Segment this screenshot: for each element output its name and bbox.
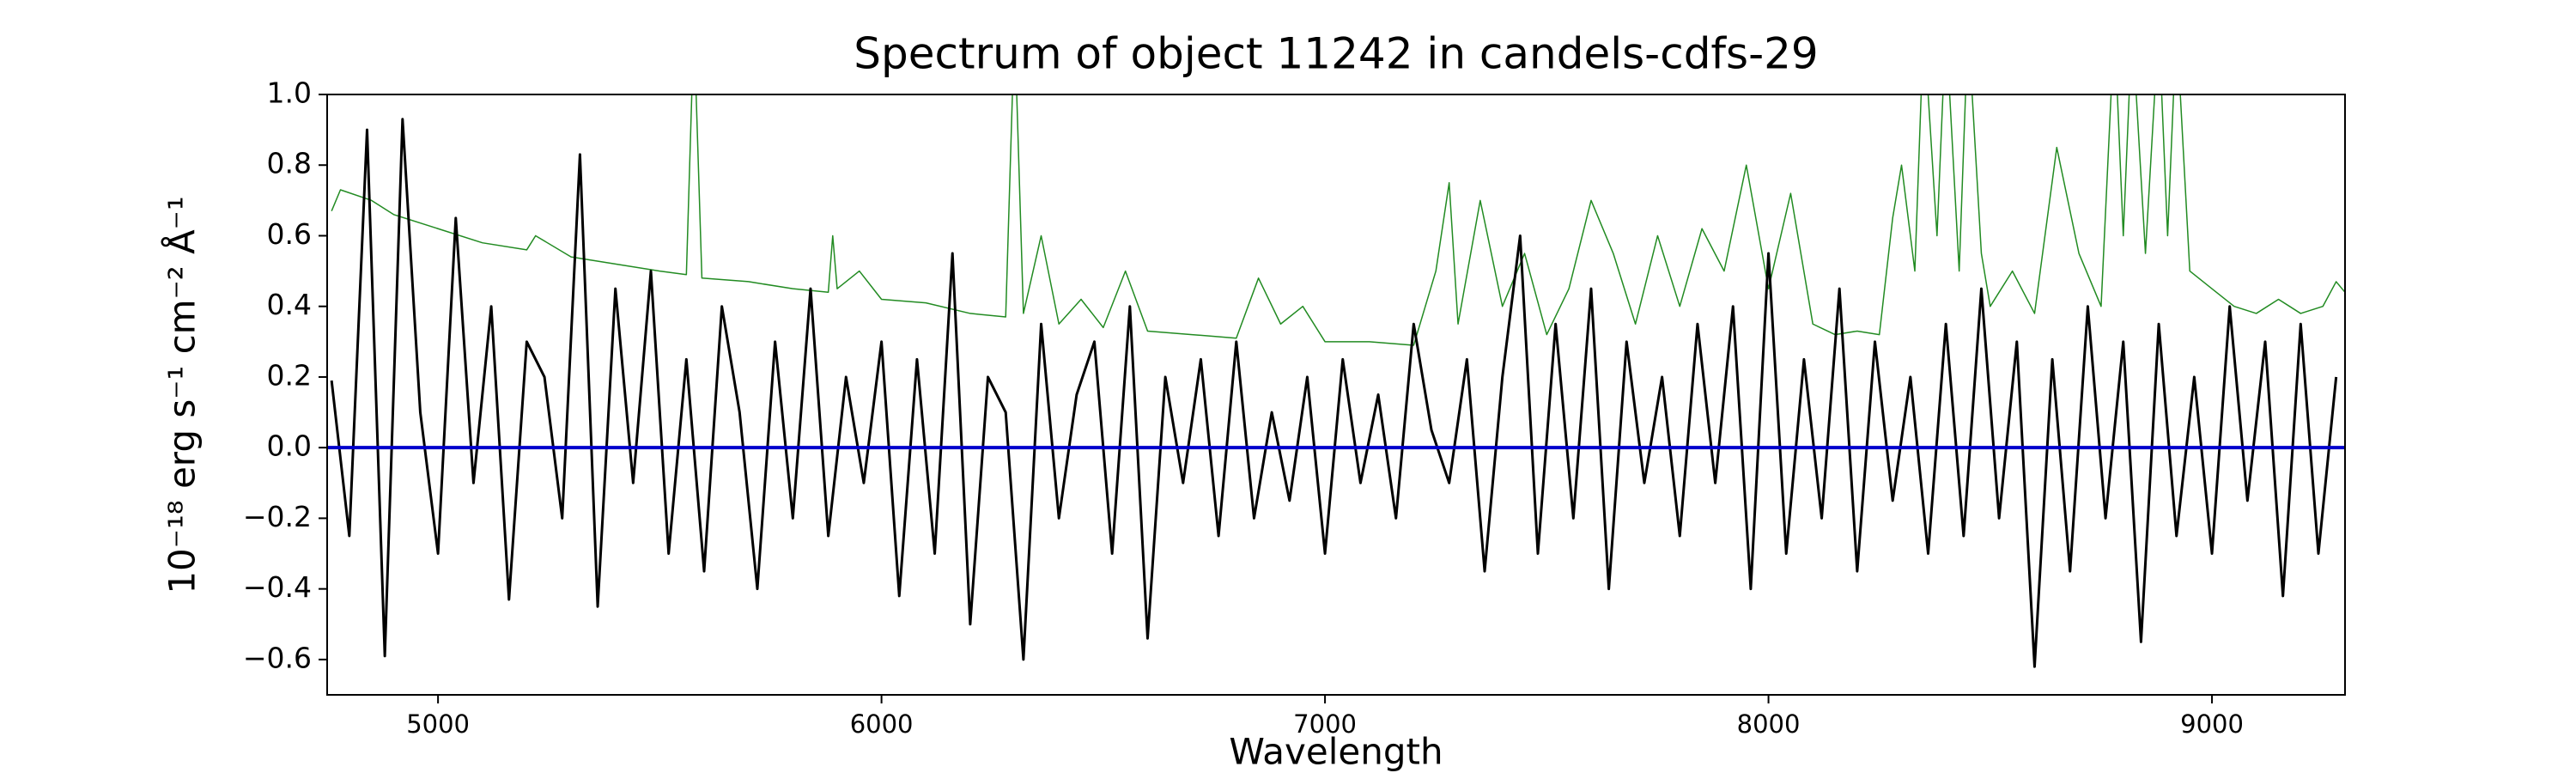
x-tick-label: 8000 [1737,709,1801,739]
y-tick-label: 0.6 [267,217,312,251]
spectrum-line [330,118,2338,668]
y-tick-label: −0.6 [243,641,312,674]
y-tick-label: 0.8 [267,147,312,180]
y-tick-label: 0.0 [267,429,312,463]
y-tick-label: −0.4 [243,570,312,604]
x-tick-label: 7000 [1293,709,1357,739]
x-tick-label: 6000 [850,709,914,739]
y-tick-label: 0.4 [267,288,312,321]
x-tick-label: 5000 [406,709,470,739]
chart-title: Spectrum of object 11242 in candels-cdfs… [854,29,1819,79]
y-tick-label: −0.2 [243,500,312,533]
axes-frame [326,94,2346,696]
y-tick-label: 1.0 [267,76,312,110]
plot-area [327,94,2345,668]
x-tick-label: 9000 [2180,709,2244,739]
spectrum-line [331,94,2345,346]
y-axis-label: 10⁻¹⁸ erg s⁻¹ cm⁻² Å⁻¹ [161,196,204,593]
y-tick-label: 0.2 [267,358,312,392]
x-axis-label: Wavelength [1229,731,1443,773]
